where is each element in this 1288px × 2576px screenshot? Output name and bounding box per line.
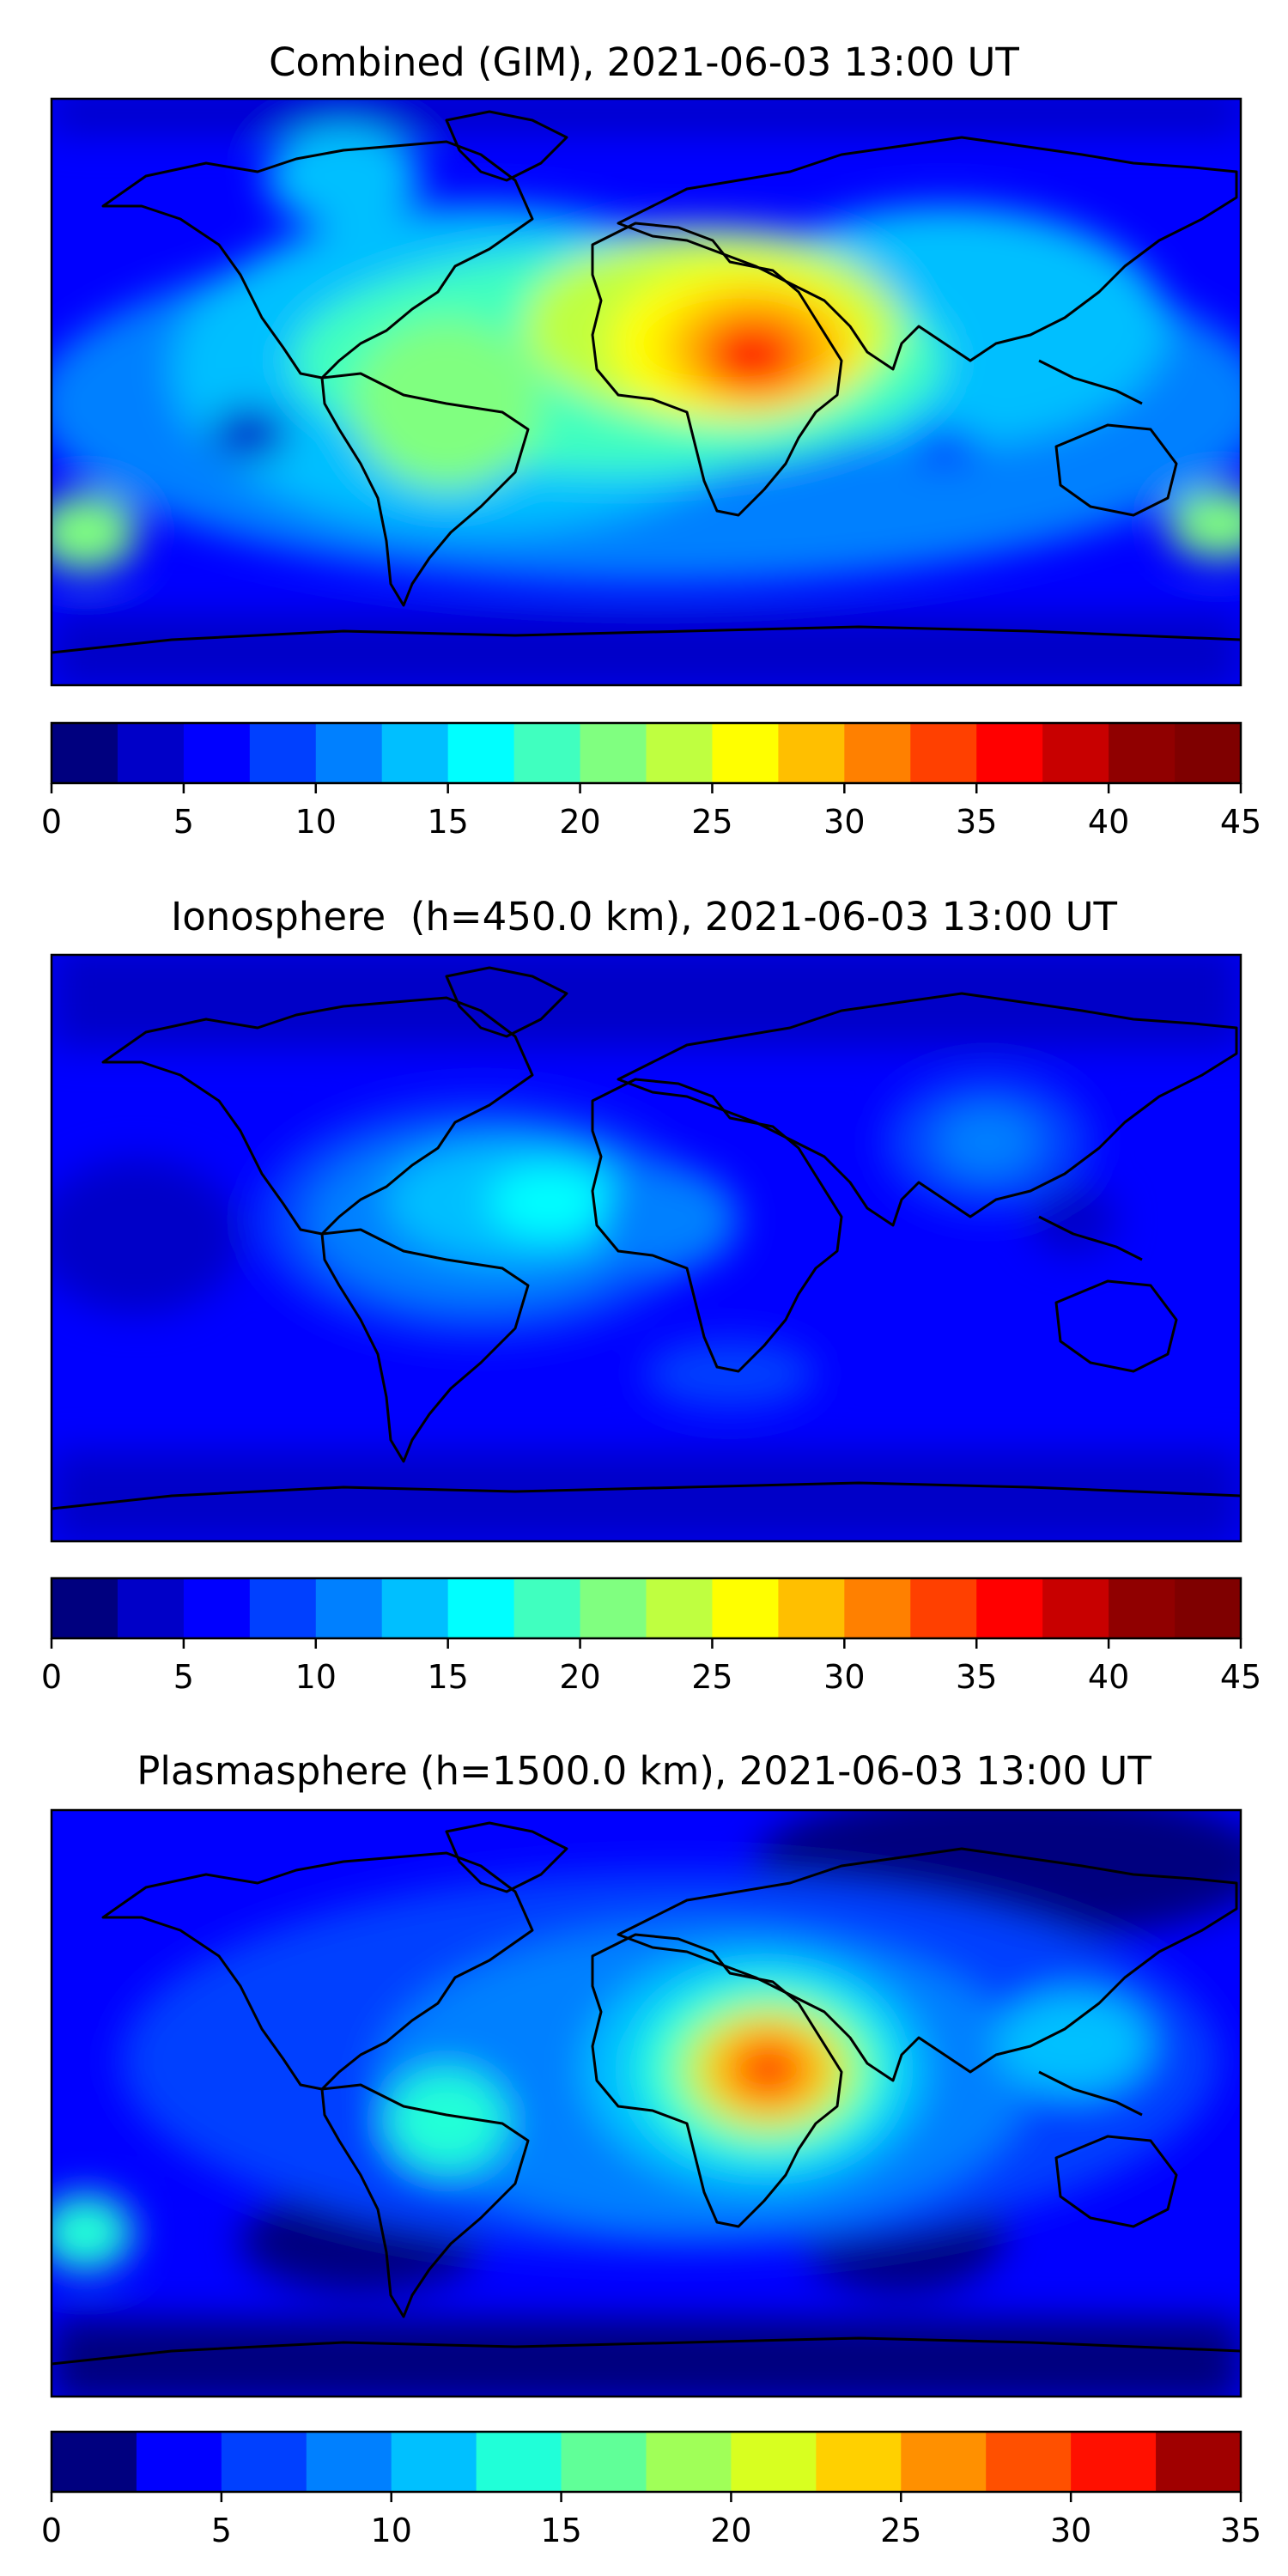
map-title: Ionosphere (h=450.0 km), 2021-06-03 13:0… xyxy=(170,894,1118,939)
colorbar-cell xyxy=(1109,1578,1176,1638)
colorbar-cell xyxy=(1156,2432,1242,2492)
colorbar-tick-label: 0 xyxy=(41,803,62,841)
colorbar-cell xyxy=(646,1578,713,1638)
colorbar-cell xyxy=(117,723,185,783)
colorbar-cell xyxy=(646,2432,732,2492)
colorbar-tick-label: 35 xyxy=(956,803,997,841)
colorbar: 0 5 10 15 20 25 30 35 40 45 xyxy=(41,721,1261,841)
colorbar-cell xyxy=(1042,723,1109,783)
colorbar-cell xyxy=(901,2432,987,2492)
colorbar-cell xyxy=(315,723,383,783)
colorbar-cell xyxy=(52,1578,118,1638)
colorbar-cell xyxy=(910,723,977,783)
colorbar-cell xyxy=(52,2432,137,2492)
colorbar: 0 5 10 15 20 25 30 35 xyxy=(41,2430,1261,2549)
colorbar-cell xyxy=(976,1578,1043,1638)
colorbar-tick-label: 30 xyxy=(1050,2512,1091,2549)
colorbar-cell xyxy=(1071,2432,1157,2492)
colorbar-cell xyxy=(778,723,845,783)
colorbar-cell xyxy=(844,723,911,783)
colorbar-tick-label: 35 xyxy=(1220,2512,1261,2549)
colorbar-tick-label: 25 xyxy=(880,2512,921,2549)
colorbar-tick-label: 45 xyxy=(1220,803,1261,841)
colorbar-tick-label: 0 xyxy=(41,1658,62,1696)
colorbar-ticks: 0 5 10 15 20 25 30 35 40 45 xyxy=(41,783,1261,841)
colorbar-tick-label: 40 xyxy=(1088,803,1129,841)
colorbar-cell xyxy=(249,723,317,783)
colorbar-cell xyxy=(183,723,251,783)
colorbar-tick-label: 5 xyxy=(173,803,194,841)
colorbar-tick-label: 15 xyxy=(427,803,468,841)
colorbar-cell xyxy=(1109,723,1176,783)
colorbar-tick-label: 20 xyxy=(559,803,600,841)
colorbar-cell xyxy=(580,1578,647,1638)
colorbar-cell xyxy=(513,723,581,783)
colorbar-tick-label: 35 xyxy=(956,1658,997,1696)
colorbar-cell xyxy=(117,1578,185,1638)
colorbar-cell xyxy=(249,1578,317,1638)
colorbar-tick-label: 15 xyxy=(540,2512,581,2549)
colorbar-cell xyxy=(391,2432,477,2492)
panel-plasmasphere: Plasmasphere (h=1500.0 km), 2021-06-03 1… xyxy=(0,1717,1288,2576)
colorbar-cell xyxy=(447,723,515,783)
colorbar-cell xyxy=(561,2432,647,2492)
colorbar-cell xyxy=(580,723,647,783)
colorbar-cell xyxy=(731,2432,817,2492)
colorbar-cells xyxy=(52,1578,1242,1638)
colorbar-tick-label: 25 xyxy=(691,803,732,841)
colorbar-cell xyxy=(712,723,779,783)
colorbar-tick-label: 25 xyxy=(691,1658,732,1696)
colorbar-ticks: 0 5 10 15 20 25 30 35 40 45 xyxy=(41,1638,1261,1696)
map-title: Combined (GIM), 2021-06-03 13:00 UT xyxy=(269,39,1019,85)
colorbar-cell xyxy=(221,2432,307,2492)
colorbar-cell xyxy=(986,2432,1072,2492)
colorbar-cell xyxy=(136,2432,222,2492)
colorbar-cell xyxy=(844,1578,911,1638)
colorbar-cell xyxy=(910,1578,977,1638)
panel-ionosphere: Ionosphere (h=450.0 km), 2021-06-03 13:0… xyxy=(0,859,1288,1717)
colorbar-cell xyxy=(315,1578,383,1638)
panel-combined: Combined (GIM), 2021-06-03 13:00 UT xyxy=(0,0,1288,859)
colorbar-tick-label: 15 xyxy=(427,1658,468,1696)
colorbar-cell xyxy=(513,1578,581,1638)
colorbar-tick-label: 5 xyxy=(211,2512,232,2549)
map-title: Plasmasphere (h=1500.0 km), 2021-06-03 1… xyxy=(137,1748,1151,1794)
colorbar-cell xyxy=(1175,723,1242,783)
colorbar-cell xyxy=(52,723,118,783)
tec-map-plasmasphere: 0 5 10 15 20 25 30 35 xyxy=(41,1808,1261,2549)
colorbar-tick-label: 10 xyxy=(371,2512,412,2549)
colorbar-tick-label: 30 xyxy=(823,803,865,841)
colorbar-cells xyxy=(52,723,1242,783)
colorbar-tick-label: 40 xyxy=(1088,1658,1129,1696)
colorbar-cell xyxy=(183,1578,251,1638)
colorbar-tick-label: 20 xyxy=(559,1658,600,1696)
colorbar-tick-label: 10 xyxy=(295,803,337,841)
colorbar-cell xyxy=(1042,1578,1109,1638)
colorbar-tick-label: 10 xyxy=(295,1658,337,1696)
colorbar-cell xyxy=(646,723,713,783)
colorbar-tick-label: 45 xyxy=(1220,1658,1261,1696)
tec-map-combined: 0 5 10 15 20 25 30 35 40 45 xyxy=(41,97,1261,841)
colorbar-tick-label: 5 xyxy=(173,1658,194,1696)
colorbar-cell xyxy=(816,2432,902,2492)
colorbar-tick-label: 0 xyxy=(41,2512,62,2549)
colorbar: 0 5 10 15 20 25 30 35 40 45 xyxy=(41,1577,1261,1696)
colorbar-cell xyxy=(381,1578,449,1638)
colorbar-cell xyxy=(381,723,449,783)
colorbar-cell xyxy=(306,2432,392,2492)
colorbar-cell xyxy=(976,723,1043,783)
colorbar-cells xyxy=(52,2432,1242,2492)
colorbar-tick-label: 30 xyxy=(823,1658,865,1696)
colorbar-cell xyxy=(778,1578,845,1638)
tec-map-ionosphere: 0 5 10 15 20 25 30 35 40 45 xyxy=(41,953,1261,1696)
colorbar-tick-label: 20 xyxy=(710,2512,751,2549)
colorbar-cell xyxy=(1175,1578,1242,1638)
colorbar-cell xyxy=(476,2432,562,2492)
colorbar-cell xyxy=(447,1578,515,1638)
colorbar-ticks: 0 5 10 15 20 25 30 35 xyxy=(41,2492,1261,2549)
colorbar-cell xyxy=(712,1578,779,1638)
